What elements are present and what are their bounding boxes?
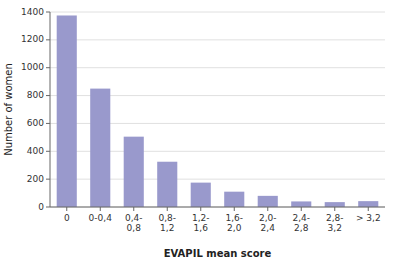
x-tick-label: > 3,2 xyxy=(356,213,381,223)
bar xyxy=(258,196,278,207)
y-tick xyxy=(46,151,50,152)
bars xyxy=(57,15,379,207)
x-tick xyxy=(66,207,67,211)
y-tick-label: 1000 xyxy=(21,62,44,72)
x-tick xyxy=(267,207,268,211)
x-tick-label: 2,0-2,4 xyxy=(259,213,277,233)
y-tick xyxy=(46,95,50,96)
x-tick-label: 1,6-2,0 xyxy=(225,213,243,233)
y-tick-label: 800 xyxy=(27,90,44,100)
x-tick xyxy=(368,207,369,211)
x-tick xyxy=(200,207,201,211)
y-tick-label: 0 xyxy=(38,202,44,212)
y-tick xyxy=(46,207,50,208)
bar xyxy=(191,183,211,207)
y-tick-label: 600 xyxy=(27,118,44,128)
bar xyxy=(325,202,345,207)
y-ticks: 0 200 400 600 800 1000 1200 1400 xyxy=(21,7,50,212)
y-tick xyxy=(46,123,50,124)
x-ticks: 0 0-0,4 0,4-0,8 0,8-1,2 1,2-1,6 1,6-2,0 2,0-2,… xyxy=(64,207,381,233)
y-tick xyxy=(46,12,50,13)
grid-line xyxy=(50,12,385,13)
y-tick-label: 400 xyxy=(27,146,44,156)
x-tick-label: 2,8-3,2 xyxy=(326,213,344,233)
x-axis-label: EVAPIL mean score xyxy=(164,248,272,259)
x-tick-label: 0,8-1,2 xyxy=(158,213,176,233)
y-axis-label: Number of women xyxy=(3,63,14,156)
bar xyxy=(90,89,110,207)
y-grid xyxy=(50,12,385,207)
bar xyxy=(291,201,311,207)
x-tick-label: 1,2-1,6 xyxy=(192,213,210,233)
y-axis-line xyxy=(50,12,51,207)
bar xyxy=(57,15,77,207)
x-tick xyxy=(133,207,134,211)
y-tick-label: 200 xyxy=(27,174,44,184)
grid-line xyxy=(50,39,385,40)
chart-container: 0 200 400 600 800 1000 1200 1400 0 0-0,4 0,4-0,8 0,… xyxy=(0,0,395,263)
x-tick-label: 2,4-2,8 xyxy=(292,213,310,233)
x-tick-label: 0 xyxy=(64,213,70,223)
x-tick-label: 0,4-0,8 xyxy=(125,213,143,233)
bar xyxy=(157,162,177,207)
x-tick xyxy=(334,207,335,211)
x-tick xyxy=(100,207,101,211)
grid-line xyxy=(50,67,385,68)
y-tick xyxy=(46,67,50,68)
y-tick xyxy=(46,179,50,180)
x-tick xyxy=(167,207,168,211)
y-tick-label: 1400 xyxy=(21,7,44,17)
x-tick xyxy=(301,207,302,211)
x-tick xyxy=(234,207,235,211)
bar xyxy=(224,192,244,207)
x-tick-label: 0-0,4 xyxy=(89,213,113,223)
y-tick xyxy=(46,39,50,40)
chart: 0 200 400 600 800 1000 1200 1400 0 0-0,4 0,4-0,8 0,… xyxy=(0,0,395,263)
y-tick-label: 1200 xyxy=(21,34,44,44)
bar xyxy=(124,137,144,207)
bar xyxy=(358,201,378,207)
